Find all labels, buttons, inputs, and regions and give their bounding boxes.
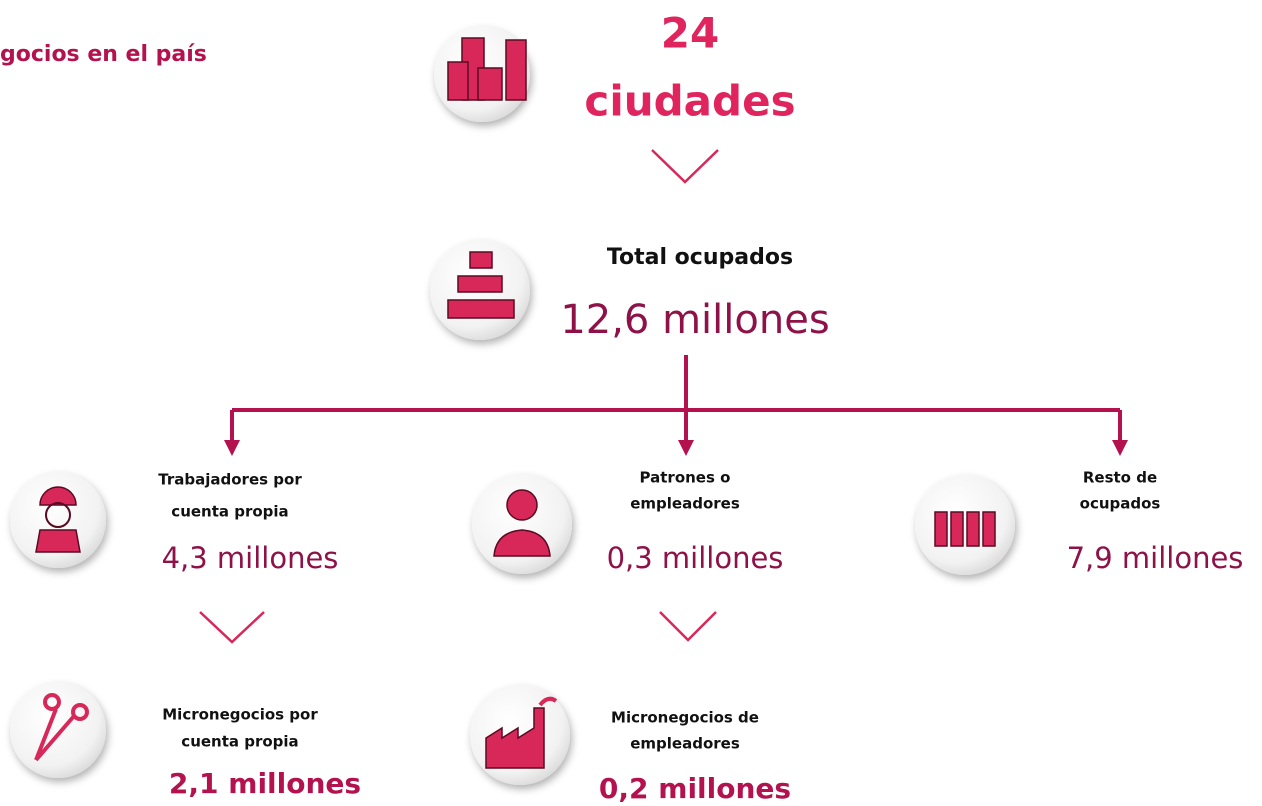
- title: gocios en el país: [0, 42, 207, 67]
- total-value: 12,6 millones: [560, 297, 829, 343]
- node-value: 0,3 millones: [607, 541, 784, 575]
- chevron: [659, 611, 717, 642]
- node-label: Patrones o: [640, 469, 731, 487]
- icon-factory: [470, 685, 570, 785]
- chevron: [199, 611, 265, 644]
- icon-scissors: [10, 682, 106, 778]
- node-label: cuenta propia: [171, 503, 288, 521]
- icon-city: [434, 26, 530, 122]
- node-label: cuenta propia: [181, 733, 298, 751]
- top-label: ciudades: [584, 77, 795, 126]
- total-label: Total ocupados: [607, 245, 793, 270]
- node-value: 4,3 millones: [162, 541, 339, 575]
- node-label: empleadores: [630, 495, 740, 513]
- node-label: Micronegocios de: [611, 709, 759, 727]
- node-value: 2,1 millones: [169, 767, 361, 800]
- node-label: empleadores: [630, 735, 740, 753]
- icon-worker: [10, 472, 106, 568]
- icon-employer: [472, 474, 572, 574]
- connectors: [224, 355, 1128, 456]
- node-label: Trabajadores por: [158, 471, 302, 489]
- chevron: [651, 149, 719, 184]
- node-label: ocupados: [1080, 495, 1161, 513]
- icon-crowd: [430, 240, 530, 340]
- top-value: 24: [661, 9, 719, 58]
- node-value: 7,9 millones: [1067, 541, 1244, 575]
- icon-people: [915, 475, 1015, 575]
- node-label: Micronegocios por: [162, 706, 318, 724]
- node-label: Resto de: [1083, 469, 1157, 487]
- node-value: 0,2 millones: [599, 772, 791, 805]
